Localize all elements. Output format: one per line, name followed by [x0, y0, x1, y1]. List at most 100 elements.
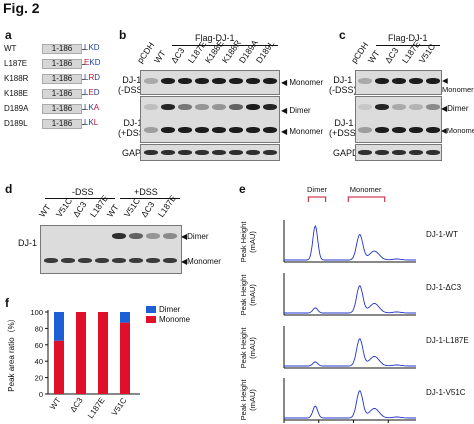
bracket-monomer-label: Monomer [350, 185, 382, 194]
residue: D [94, 58, 101, 67]
f-category-label: WT [48, 396, 63, 411]
panel-b-lane-label: WT [151, 48, 168, 65]
band-monomer-minus-dss [426, 78, 440, 84]
panel-d-lane-label: L187E [155, 193, 179, 219]
panel-d-monomer-text: Monomer [187, 257, 221, 266]
band-gapdh [246, 150, 260, 155]
f-y-tick-label: 100 [30, 308, 43, 317]
band-dimer [112, 233, 126, 239]
band-monomer [129, 258, 143, 263]
bar-monomer [120, 322, 130, 394]
trace-ylabel: (mAU) [248, 231, 257, 253]
band-monomer-minus-dss [375, 78, 389, 84]
panel-b-dimer-marker: ◀ Dimer [281, 106, 311, 115]
panel-a-label: a [5, 28, 12, 42]
panel-b-monomer-text-1: Monomer [289, 78, 324, 87]
panel-c-dimer-marker: ◀Dimer [441, 104, 469, 113]
panel-b-monomer-marker-1: ◀ Monomer [281, 78, 324, 87]
panel-c-lane-label: pCDH [348, 40, 371, 65]
panel-b-lane-label: ΔC3 [168, 45, 187, 65]
panel-c-gapdh-label: GAPDH [333, 148, 366, 158]
panel-c-blot-gapdh [355, 144, 442, 161]
bracket-dimer [307, 196, 327, 202]
band-monomer [95, 258, 109, 263]
band-monomer-minus-dss [178, 78, 192, 84]
bar-monomer [76, 312, 86, 394]
panel-c-blot-minus-dss [355, 70, 442, 95]
band-monomer-minus-dss [263, 78, 277, 84]
f-y-tick-label: 20 [35, 374, 43, 383]
band-monomer [44, 258, 58, 263]
panel-b-row-minus-dss: DJ-1 (-DSS) [118, 75, 146, 95]
construct-name: D189L [4, 119, 28, 128]
band-gapdh [375, 150, 389, 155]
residue: L [84, 73, 89, 82]
band-dimer [195, 104, 209, 110]
band-gapdh [229, 150, 243, 155]
panel-d-dimer-text: Dimer [187, 232, 209, 241]
band-gapdh [212, 150, 226, 155]
band-monomer-plus-dss [409, 127, 423, 133]
construct-segment: 1-186 [42, 104, 82, 114]
residue: L [84, 43, 89, 52]
legend-swatch [146, 316, 156, 323]
panel-d-row-label: DJ-1 [18, 238, 38, 248]
residue: R [88, 73, 95, 82]
construct-connector [82, 49, 85, 50]
f-category-label: ΔC3 [68, 396, 85, 414]
residue: L [84, 103, 89, 112]
f-y-tick-label: 60 [35, 341, 43, 350]
band-dimer [358, 104, 372, 110]
panel-e-label: e [239, 182, 246, 196]
panel-d-group-line-plus [120, 198, 180, 199]
trace-ylabel: (mAU) [248, 337, 257, 359]
construct-tail-seq: LKD [84, 43, 100, 52]
band-monomer-minus-dss [409, 78, 423, 84]
trace-name: DJ-1-V51C [426, 388, 466, 397]
band-monomer-plus-dss [263, 127, 277, 133]
band-monomer [146, 258, 160, 263]
trace-line [284, 338, 416, 367]
f-category-label: V51C [110, 396, 129, 418]
panel-c-group-line [376, 45, 440, 46]
band-monomer-plus-dss [392, 127, 406, 133]
bar-dimer [120, 312, 130, 323]
panel-c-lane-label: ΔC3 [382, 45, 401, 65]
f-y-tick-label: 80 [35, 324, 43, 333]
construct-name: K188R [4, 74, 29, 83]
band-monomer-plus-dss [212, 127, 226, 133]
band-gapdh [263, 150, 277, 155]
f-y-tick-label: 0 [39, 390, 43, 399]
band-monomer-plus-dss [375, 127, 389, 133]
panel-d-group-plus: +DSS [134, 187, 158, 197]
bar-monomer [98, 312, 108, 394]
residue: L [84, 88, 89, 97]
trace-ylabel: Peak Height [239, 327, 248, 369]
residue: L [93, 118, 99, 127]
trace-name: DJ-1-ΔC3 [426, 283, 462, 292]
panel-c-blot-plus-dss [355, 96, 442, 143]
panel-b-row-plus-dss: DJ-1 (+DSS) [118, 118, 148, 138]
panel-c-row-minus-dss-text: DJ-1 (-DSS) [329, 75, 357, 95]
band-gapdh [392, 150, 406, 155]
band-monomer-minus-dss [212, 78, 226, 84]
band-monomer-plus-dss [229, 127, 243, 133]
residue: D [93, 43, 100, 52]
legend-swatch [146, 306, 156, 313]
panel-b-blot-plus-dss [140, 96, 280, 143]
trace-name: DJ-1-WT [426, 230, 458, 239]
panel-b-group-label: Flag-DJ-1 [195, 33, 235, 43]
construct-connector [82, 109, 85, 110]
panel-b-dimer-text: Dimer [289, 106, 311, 115]
panel-b-gapdh-label: GAPDH [122, 148, 155, 158]
band-gapdh [195, 150, 209, 155]
residue: E [88, 88, 94, 97]
band-monomer-plus-dss [358, 127, 372, 133]
f-category-label: L187E [86, 396, 107, 420]
trace-line [284, 390, 416, 419]
panel-d-blot [40, 225, 182, 274]
legend-label: Dimer [159, 305, 181, 314]
panel-c-group-label: Flag-DJ-1 [388, 33, 428, 43]
band-monomer [112, 258, 126, 263]
panel-d-lane-label: V51C [53, 195, 75, 219]
